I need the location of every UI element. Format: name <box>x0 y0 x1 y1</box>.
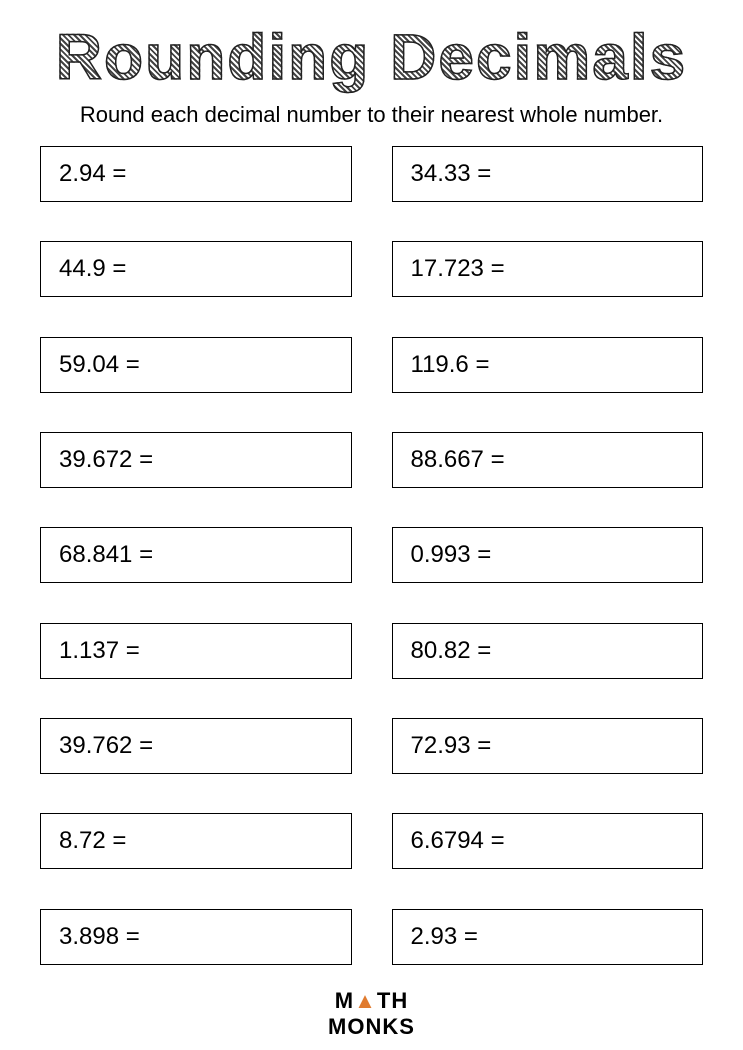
problem-cell: 2.93 = <box>392 909 704 965</box>
footer-logo: M▲TH MONKS <box>30 988 713 1040</box>
problem-cell: 2.94 = <box>40 146 352 202</box>
problem-cell: 72.93 = <box>392 718 704 774</box>
problem-cell: 8.72 = <box>40 813 352 869</box>
problem-cell: 39.672 = <box>40 432 352 488</box>
problems-grid: 2.94 = 34.33 = 44.9 = 17.723 = 59.04 = 1… <box>30 146 713 970</box>
problem-cell: 80.82 = <box>392 623 704 679</box>
problem-cell: 59.04 = <box>40 337 352 393</box>
problem-cell: 1.137 = <box>40 623 352 679</box>
problem-cell: 34.33 = <box>392 146 704 202</box>
worksheet-instruction: Round each decimal number to their neare… <box>30 102 713 128</box>
problem-cell: 119.6 = <box>392 337 704 393</box>
footer-suffix: MONKS <box>328 1014 415 1039</box>
problem-cell: 44.9 = <box>40 241 352 297</box>
problem-cell: 6.6794 = <box>392 813 704 869</box>
problem-cell: 68.841 = <box>40 527 352 583</box>
triangle-icon: ▲ <box>354 988 377 1013</box>
problem-cell: 0.993 = <box>392 527 704 583</box>
footer-mid: TH <box>377 988 408 1013</box>
worksheet-title: Rounding Decimals <box>30 20 713 94</box>
problem-cell: 39.762 = <box>40 718 352 774</box>
problem-cell: 17.723 = <box>392 241 704 297</box>
problem-cell: 3.898 = <box>40 909 352 965</box>
problem-cell: 88.667 = <box>392 432 704 488</box>
footer-prefix: M <box>335 988 354 1013</box>
